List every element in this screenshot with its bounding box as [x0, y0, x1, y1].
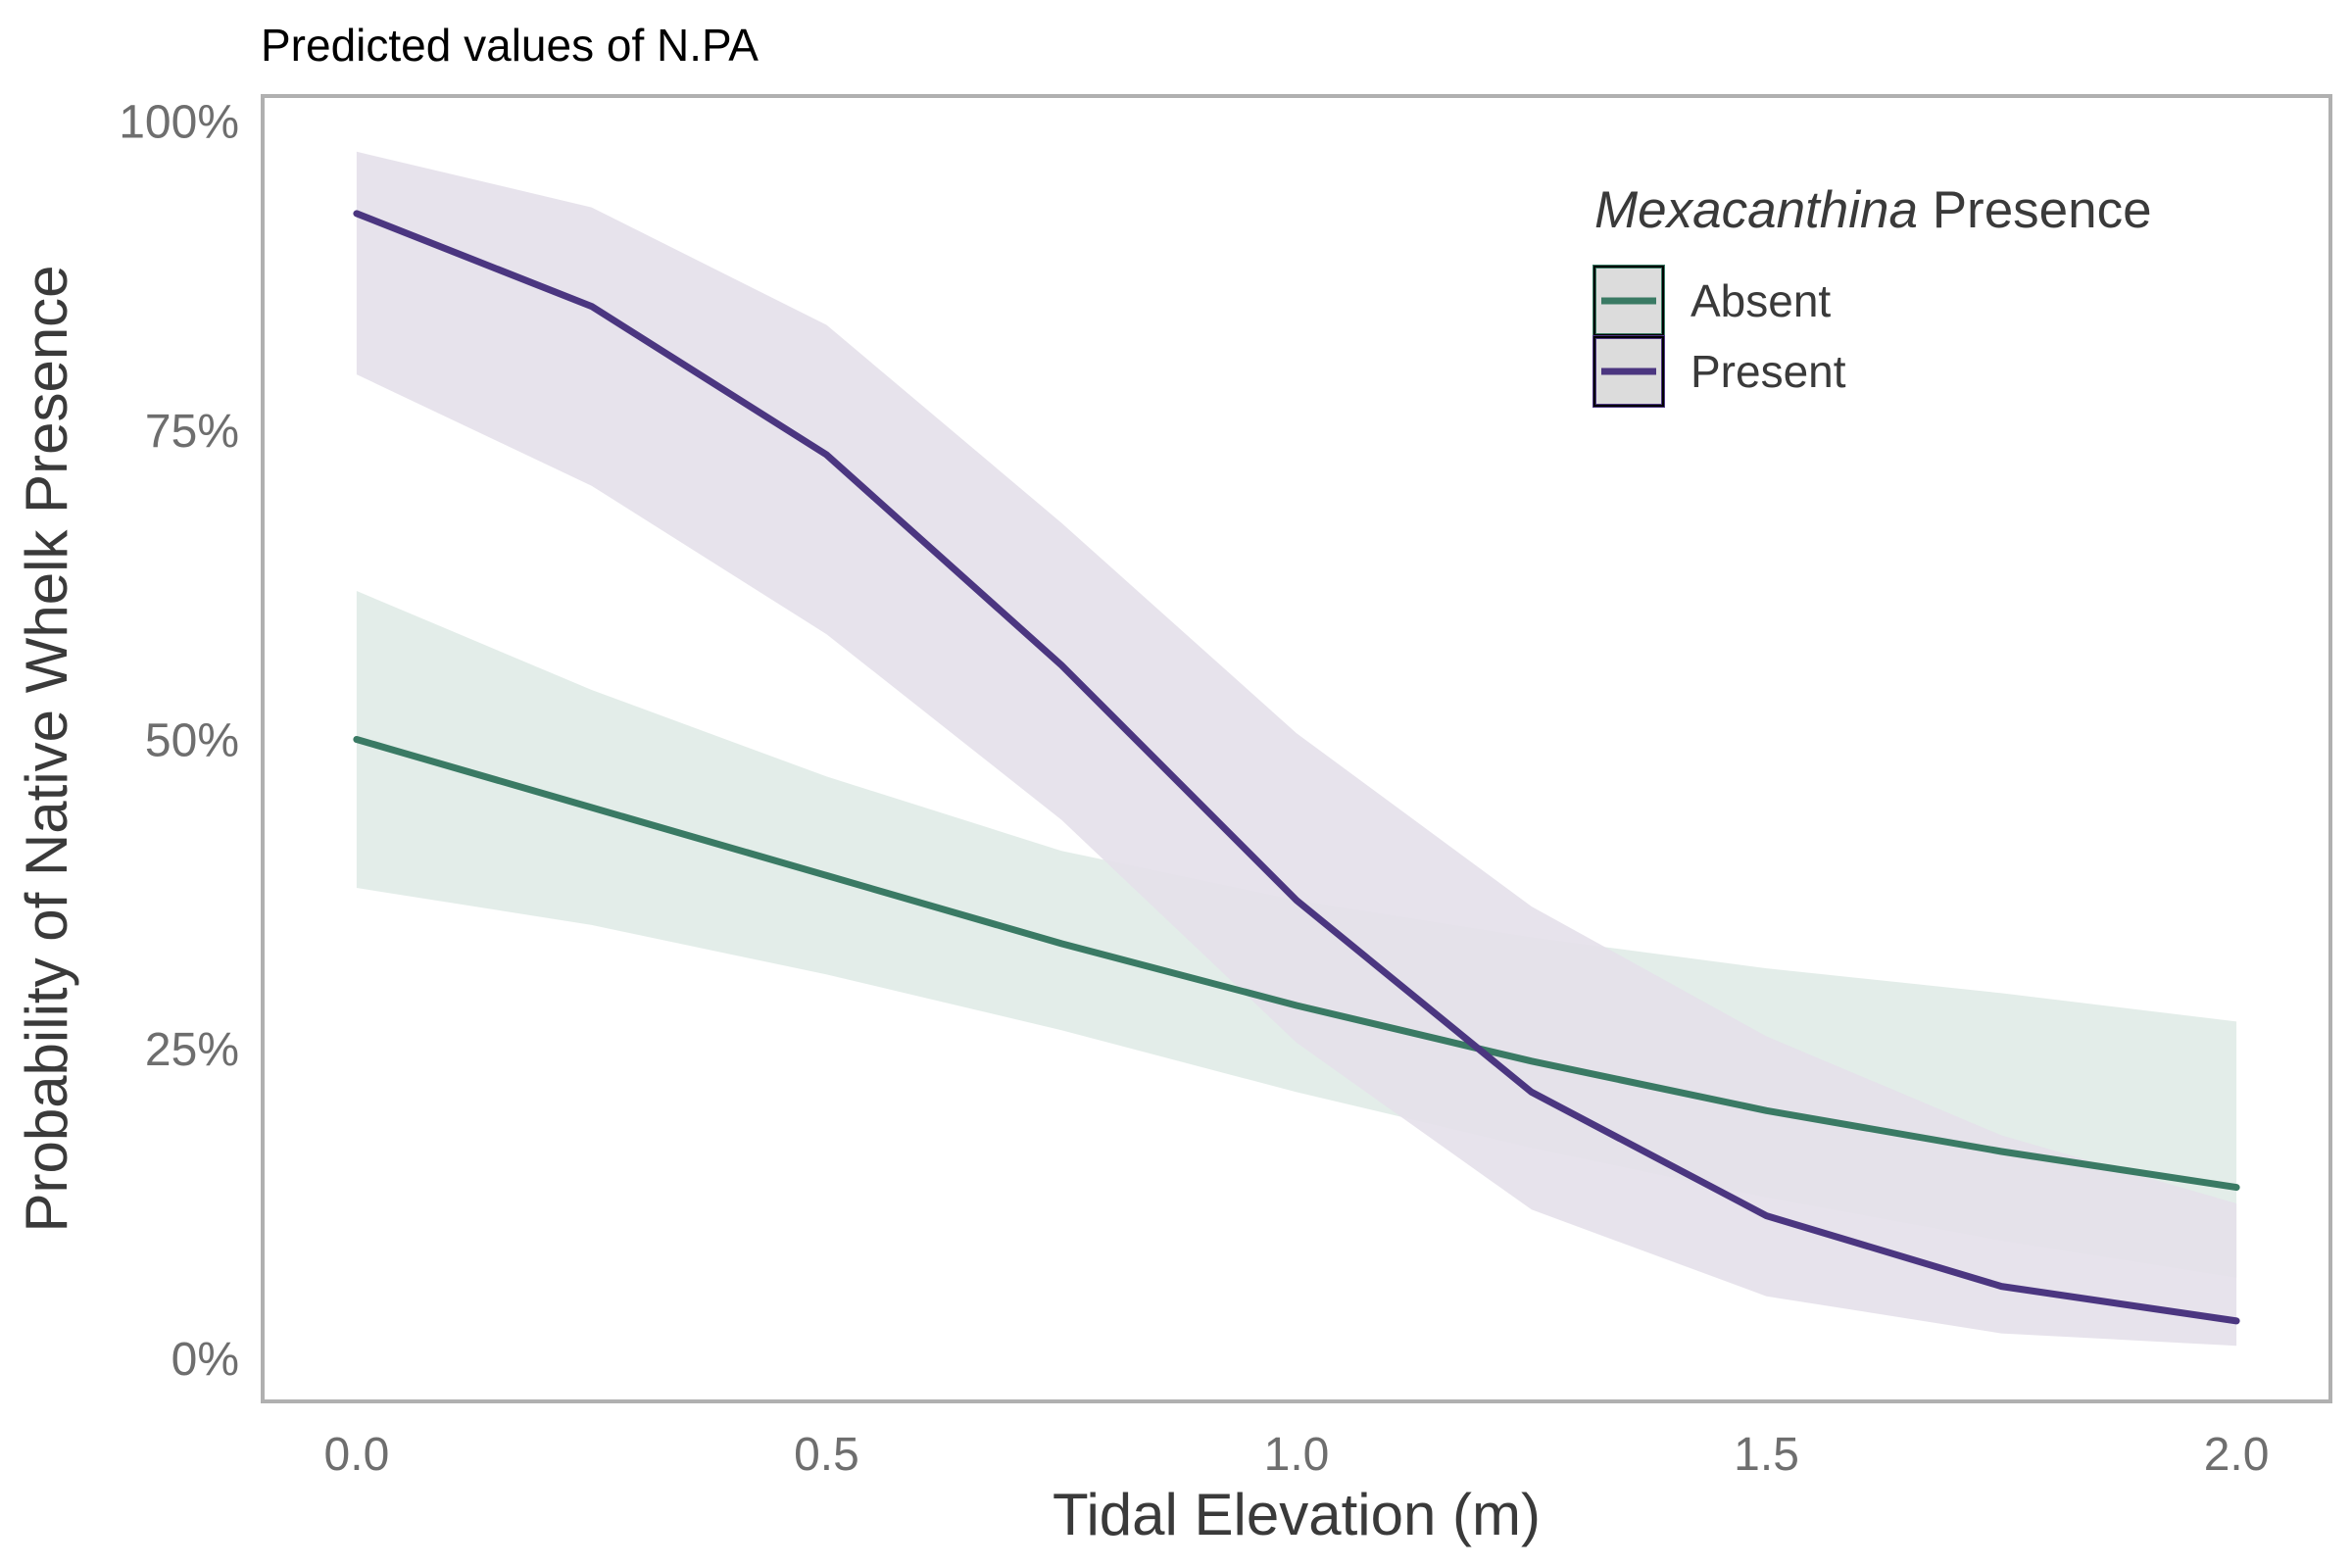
- x-axis-title: Tidal Elevation (m): [1053, 1482, 1541, 1547]
- x-tick-label: 2.0: [2204, 1429, 2270, 1481]
- legend: Mexacanthina Presence Absent Present: [1592, 181, 2152, 408]
- axis-ticks: 0.0 0.5 1.0 1.5 2.0 0% 25% 50% 75% 100%: [119, 96, 2269, 1481]
- x-tick-label: 0.5: [794, 1429, 859, 1481]
- legend-key-border-present: [1593, 336, 1664, 407]
- legend-title: Mexacanthina Presence: [1594, 181, 2152, 239]
- line-absent: [353, 736, 2240, 1192]
- legend-title-rest: Presence: [1918, 181, 2152, 239]
- x-tick-label: 1.0: [1264, 1429, 1330, 1481]
- legend-label-absent: Absent: [1690, 275, 1831, 326]
- confidence-bands: [356, 151, 2237, 1347]
- y-tick-label: 100%: [119, 96, 239, 148]
- chart-title: Predicted values of N.PA: [261, 20, 759, 71]
- band-present: [356, 151, 2237, 1347]
- y-tick-label: 25%: [145, 1024, 239, 1076]
- y-tick-label: 75%: [145, 406, 239, 458]
- y-tick-label: 0%: [172, 1334, 239, 1386]
- series-lines: [353, 210, 2240, 1325]
- y-tick-label: 50%: [145, 715, 239, 767]
- y-axis-title: Probability of Native Whelk Presence: [14, 265, 79, 1232]
- legend-title-italic: Mexacanthina: [1594, 181, 1918, 239]
- plot-border: [261, 94, 2332, 1403]
- legend-label-present: Present: [1690, 346, 1846, 397]
- x-tick-label: 0.0: [324, 1429, 390, 1481]
- line-present: [353, 210, 2240, 1325]
- x-tick-label: 1.5: [1734, 1429, 1799, 1481]
